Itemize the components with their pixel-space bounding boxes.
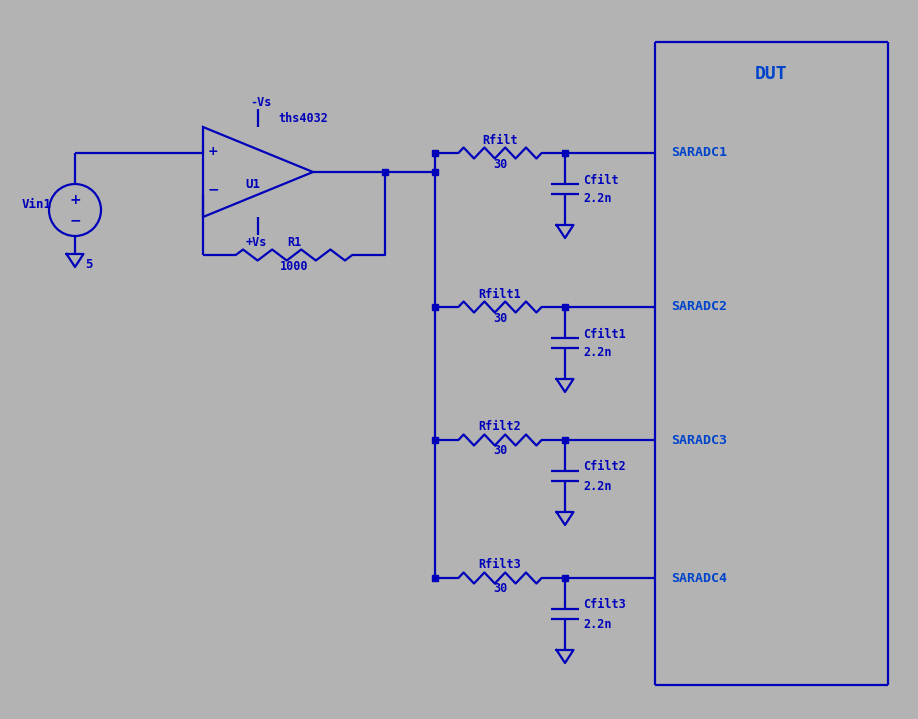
Text: 30: 30 — [493, 311, 507, 324]
Text: −: − — [207, 182, 218, 196]
Text: SARADC4: SARADC4 — [671, 572, 727, 585]
Text: U1: U1 — [245, 178, 261, 191]
Text: 5: 5 — [85, 257, 93, 270]
Text: DUT: DUT — [756, 65, 788, 83]
Text: +: + — [69, 193, 81, 207]
Text: SARADC3: SARADC3 — [671, 434, 727, 446]
Text: 2.2n: 2.2n — [583, 480, 611, 493]
Text: R1: R1 — [287, 236, 301, 249]
Text: 2.2n: 2.2n — [583, 347, 611, 360]
Text: Rfilt2: Rfilt2 — [478, 421, 521, 434]
Text: +: + — [207, 145, 218, 158]
Text: Rfilt1: Rfilt1 — [478, 288, 521, 301]
Text: Cfilt: Cfilt — [583, 173, 619, 186]
Text: +Vs: +Vs — [245, 237, 267, 249]
Text: 30: 30 — [493, 444, 507, 457]
Text: Rfilt3: Rfilt3 — [478, 559, 521, 572]
Text: SARADC1: SARADC1 — [671, 147, 727, 160]
Text: 30: 30 — [493, 582, 507, 595]
Text: Cfilt2: Cfilt2 — [583, 460, 626, 474]
Text: Cfilt1: Cfilt1 — [583, 327, 626, 341]
Text: -Vs: -Vs — [251, 96, 272, 109]
Text: Rfilt: Rfilt — [482, 134, 518, 147]
Text: −: − — [69, 213, 81, 227]
Text: 30: 30 — [493, 157, 507, 170]
Text: 1000: 1000 — [280, 260, 308, 273]
Text: Cfilt3: Cfilt3 — [583, 598, 626, 611]
Text: Vin1: Vin1 — [22, 198, 52, 211]
Text: ths4032: ths4032 — [278, 112, 328, 126]
Text: SARADC2: SARADC2 — [671, 301, 727, 313]
Text: 2.2n: 2.2n — [583, 193, 611, 206]
Text: 2.2n: 2.2n — [583, 618, 611, 631]
